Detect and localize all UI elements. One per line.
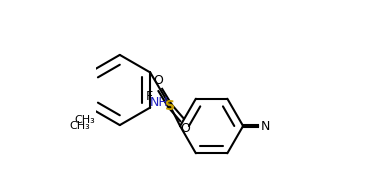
Text: N: N <box>261 120 270 132</box>
Text: CH₃: CH₃ <box>69 121 90 131</box>
Text: O: O <box>154 74 164 87</box>
Text: S: S <box>165 99 175 113</box>
Text: CH₃: CH₃ <box>75 115 95 125</box>
Text: O: O <box>181 122 190 135</box>
Text: NH: NH <box>150 96 169 109</box>
Text: F: F <box>146 90 153 103</box>
